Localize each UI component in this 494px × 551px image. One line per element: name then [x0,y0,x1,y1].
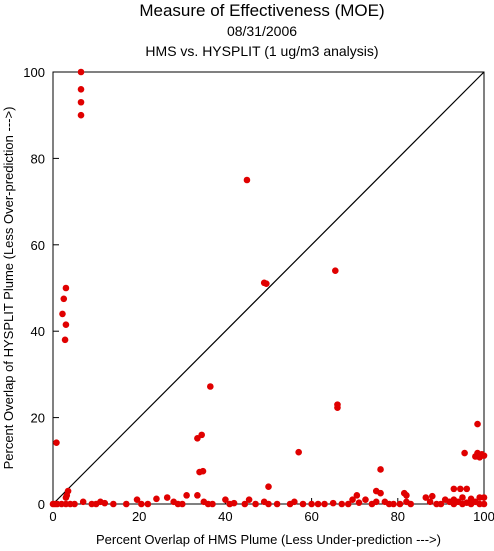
y-tick-label: 80 [31,151,45,166]
y-axis-ticks: 0 20 40 60 80 100 [23,65,59,512]
data-point [321,500,328,508]
chart-subtitle-date: 08/31/2006 [227,23,297,39]
data-point [77,68,85,76]
data-point [207,383,214,390]
data-point [355,499,363,507]
data-point [265,500,272,508]
data-point [332,267,339,275]
one-to-one-reference-line [52,71,485,505]
data-point [153,495,160,503]
data-points [49,68,488,508]
data-point [372,498,380,506]
data-point [437,500,445,508]
data-point [209,500,216,508]
data-point [230,499,238,507]
data-point [194,435,201,442]
x-axis-label: Percent Overlap of HMS Plume (Less Under… [96,532,441,547]
data-point [60,295,68,303]
data-point [77,85,85,93]
chart-title: Measure of Effectiveness (MOE) [139,1,384,20]
data-point [422,494,430,501]
data-point [314,500,322,508]
data-point [349,496,356,503]
x-axis-ticks: 0 20 40 60 80 100 [49,498,494,524]
data-point [426,498,434,506]
x-tick-label: 40 [218,509,232,524]
y-axis-label: Percent Overlap of HYSPLIT Plume (Less O… [1,107,16,470]
data-point [308,500,315,508]
data-point [179,500,186,508]
data-point [110,500,117,508]
data-point [62,284,70,292]
data-point [291,498,298,506]
data-point [334,404,341,411]
data-point [480,452,488,459]
data-point [474,420,481,428]
data-point [71,500,78,508]
data-point [122,500,130,508]
data-point [252,500,259,508]
data-point [138,500,145,508]
data-point [338,500,346,508]
data-point [407,500,415,508]
data-point [59,310,66,318]
data-point [183,492,190,499]
data-point [144,500,152,508]
data-point [53,439,60,446]
data-point [377,489,384,497]
data-point [194,492,201,499]
data-point [241,500,249,508]
data-point [461,449,468,457]
data-point [396,500,404,508]
data-point [463,485,471,493]
data-point [344,500,352,508]
data-point [299,500,307,508]
data-point [353,492,361,499]
data-point [222,496,229,503]
y-tick-label: 60 [31,238,45,253]
data-point [428,492,436,500]
data-point [245,496,253,503]
data-point [133,496,141,503]
x-tick-label: 0 [49,509,56,524]
data-point [77,98,85,106]
x-tick-label: 20 [132,509,146,524]
data-point [196,468,203,476]
data-point [480,500,488,508]
data-point [362,496,369,503]
chart-subtitle-analysis: HMS vs. HYSPLIT (1 ug/m3 analysis) [145,43,378,59]
data-point [480,494,488,501]
data-point [390,500,397,508]
y-tick-label: 100 [23,65,45,80]
data-point [377,466,384,473]
data-point [459,494,466,501]
data-point [329,499,337,507]
data-point [101,499,109,507]
data-point [79,498,87,506]
data-point [263,280,270,287]
data-point [456,485,464,493]
x-tick-label: 100 [473,509,494,524]
data-point [62,321,70,329]
y-tick-label: 40 [31,324,45,339]
data-point [295,448,302,456]
data-point [77,111,85,119]
data-point [163,494,171,501]
data-point [243,176,251,184]
data-point [265,483,272,491]
data-point [273,500,281,508]
y-tick-label: 20 [31,411,45,426]
data-point [450,485,458,493]
y-tick-label: 0 [38,497,45,512]
data-point [62,494,70,501]
x-tick-label: 60 [304,509,318,524]
x-tick-label: 80 [391,509,405,524]
data-point [61,336,69,344]
data-point [403,492,410,499]
